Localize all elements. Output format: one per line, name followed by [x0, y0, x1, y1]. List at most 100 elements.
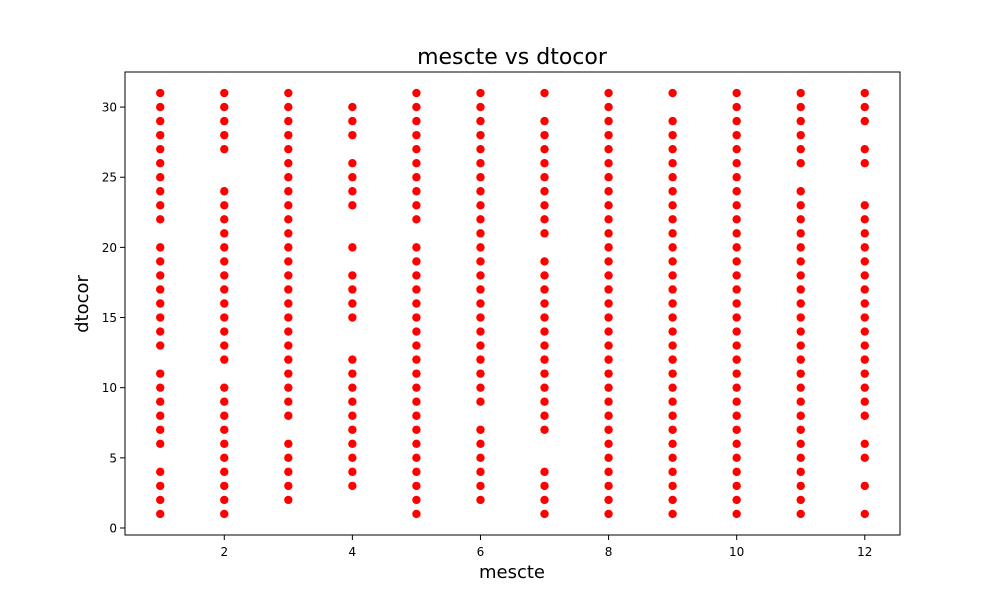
scatter-point — [540, 201, 549, 210]
scatter-point — [732, 102, 741, 112]
scatter-point — [540, 215, 549, 224]
scatter-point — [220, 481, 229, 491]
scatter-point — [284, 285, 293, 294]
scatter-point — [732, 243, 741, 252]
scatter-point — [732, 130, 741, 140]
scatter-point — [476, 130, 485, 140]
x-tick-label: 10 — [729, 545, 744, 559]
scatter-point — [796, 383, 805, 392]
scatter-point — [604, 229, 613, 238]
scatter-point — [668, 187, 677, 196]
scatter-point — [732, 397, 741, 406]
scatter-point — [348, 299, 357, 308]
scatter-point — [796, 355, 805, 364]
scatter-point — [156, 116, 165, 126]
scatter-point — [476, 397, 485, 406]
scatter-point — [668, 271, 677, 280]
scatter-point — [476, 116, 485, 126]
scatter-point — [860, 313, 869, 322]
scatter-point — [476, 229, 485, 238]
scatter-point — [348, 383, 357, 392]
scatter-point — [284, 355, 293, 364]
scatter-point — [860, 439, 869, 448]
scatter-point — [284, 102, 293, 112]
scatter-point — [668, 243, 677, 252]
scatter-point — [604, 257, 613, 266]
scatter-point — [412, 173, 421, 182]
scatter-point — [732, 481, 741, 491]
scatter-point — [412, 383, 421, 392]
scatter-point — [348, 467, 357, 477]
scatter-point — [284, 383, 293, 392]
scatter-point — [156, 327, 165, 336]
scatter-point — [540, 173, 549, 182]
scatter-point — [604, 173, 613, 182]
scatter-point — [732, 355, 741, 364]
scatter-point — [796, 299, 805, 308]
scatter-point — [732, 369, 741, 378]
scatter-point — [412, 509, 421, 519]
scatter-point — [220, 495, 229, 505]
scatter-point — [668, 130, 677, 140]
scatter-point — [284, 495, 293, 505]
scatter-point — [732, 425, 741, 434]
scatter-point — [476, 467, 485, 477]
scatter-point — [156, 187, 165, 196]
scatter-point — [284, 439, 293, 448]
scatter-point — [604, 88, 613, 98]
scatter-point — [796, 116, 805, 126]
scatter-point — [284, 130, 293, 140]
scatter-point — [412, 116, 421, 126]
scatter-point — [604, 481, 613, 491]
scatter-point — [284, 159, 293, 168]
scatter-point — [220, 341, 229, 350]
y-tick-label: 5 — [109, 451, 117, 465]
scatter-point — [156, 383, 165, 392]
scatter-point — [796, 102, 805, 112]
scatter-point — [796, 313, 805, 322]
scatter-point — [476, 257, 485, 266]
scatter-point — [668, 481, 677, 491]
scatter-point — [412, 271, 421, 280]
scatter-point — [476, 383, 485, 392]
scatter-point — [156, 173, 165, 182]
scatter-point — [284, 327, 293, 336]
scatter-point — [604, 144, 613, 154]
y-axis-label: dtocor — [72, 275, 93, 333]
scatter-point — [796, 397, 805, 406]
scatter-point — [668, 341, 677, 350]
scatter-point — [540, 495, 549, 505]
plot-area-frame — [124, 71, 901, 536]
scatter-point — [412, 201, 421, 210]
scatter-point — [348, 481, 357, 491]
scatter-point — [220, 271, 229, 280]
scatter-point — [604, 159, 613, 168]
scatter-point — [540, 257, 549, 266]
scatter-point — [220, 187, 229, 196]
scatter-point — [220, 215, 229, 224]
scatter-point — [540, 481, 549, 491]
scatter-point — [412, 467, 421, 477]
scatter-point — [156, 495, 165, 505]
scatter-point — [412, 411, 421, 420]
scatter-point — [668, 495, 677, 505]
scatter-point — [476, 88, 485, 98]
scatter-point — [604, 116, 613, 126]
scatter-point — [540, 383, 549, 392]
scatter-point — [348, 439, 357, 448]
points-layer — [156, 88, 869, 519]
scatter-point — [220, 439, 229, 448]
scatter-point — [540, 341, 549, 350]
scatter-point — [284, 215, 293, 224]
scatter-point — [540, 411, 549, 420]
scatter-point — [860, 355, 869, 364]
scatter-point — [732, 313, 741, 322]
scatter-point — [156, 144, 165, 154]
scatter-point — [284, 257, 293, 266]
scatter-point — [732, 453, 741, 463]
scatter-point — [156, 243, 165, 252]
scatter-point — [732, 341, 741, 350]
scatter-point — [412, 425, 421, 434]
scatter-point — [604, 439, 613, 448]
scatter-point — [284, 201, 293, 210]
